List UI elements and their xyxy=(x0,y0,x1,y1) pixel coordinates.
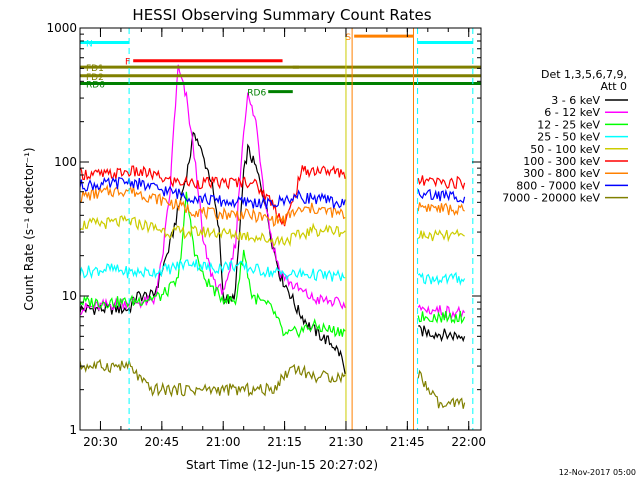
legend-label-8: 800 - 7000 keV xyxy=(516,179,600,192)
y-tick-label-4: 1000 xyxy=(46,21,77,35)
y-tick-label-1: 1 xyxy=(69,423,77,437)
series-line-7 xyxy=(80,183,465,228)
legend-label-4: 25 - 50 keV xyxy=(537,131,600,144)
legend-label-6: 100 - 300 keV xyxy=(523,155,600,168)
legend-label-9: 7000 - 20000 keV xyxy=(502,192,600,205)
legend-label-1: 3 - 6 keV xyxy=(551,94,600,107)
x-tick-label-6: 21:45 xyxy=(390,435,425,449)
mode-bar-label-1: N xyxy=(86,39,93,49)
x-tick-label-1: 20:30 xyxy=(83,435,118,449)
mode-bar-label-8: RD6 xyxy=(86,81,105,91)
series-line-2 xyxy=(80,64,466,320)
footer-date: 12-Nov-2017 05:00 xyxy=(559,468,636,477)
mode-bar-label-7: FD2 xyxy=(86,73,104,83)
series-line-9 xyxy=(80,358,466,409)
series-line-6 xyxy=(80,165,466,227)
y-tick-label-2: 10 xyxy=(62,289,77,303)
series-line-8 xyxy=(80,176,466,210)
plot-content xyxy=(80,28,481,430)
x-tick-label-4: 21:15 xyxy=(267,435,302,449)
legend-label-7: 300 - 800 keV xyxy=(523,167,600,180)
legend-label-5: 50 - 100 keV xyxy=(530,143,600,156)
x-tick-label-5: 21:30 xyxy=(329,435,364,449)
series-line-4 xyxy=(80,259,466,287)
legend-header-1: Det 1,3,5,6,7,9, xyxy=(541,68,627,81)
series-line-5 xyxy=(80,214,465,248)
series-line-1 xyxy=(80,131,466,375)
series-line-3 xyxy=(80,191,466,339)
y-tick-label-3: 100 xyxy=(54,155,77,169)
x-tick-label-2: 20:45 xyxy=(145,435,180,449)
x-tick-label-7: 22:00 xyxy=(451,435,486,449)
legend-header-2: Att 0 xyxy=(601,80,627,93)
mode-bar-label-3: S xyxy=(345,33,351,43)
mode-bar-label-4: F xyxy=(125,58,130,68)
mode-bar-label-5: FD1 xyxy=(86,64,104,74)
mode-bar-label-9: RD6 xyxy=(247,89,266,99)
plot-frame xyxy=(79,27,482,431)
legend-label-2: 6 - 12 keV xyxy=(544,106,600,119)
y-axis-label: Count Rate (s⁻¹ detector⁻¹) xyxy=(22,147,36,310)
x-tick-label-3: 21:00 xyxy=(206,435,241,449)
chart-title: HESSI Observing Summary Count Rates xyxy=(132,6,431,24)
x-axis-label: Start Time (12-Jun-15 20:27:02) xyxy=(186,458,378,472)
legend-label-3: 12 - 25 keV xyxy=(537,118,600,131)
